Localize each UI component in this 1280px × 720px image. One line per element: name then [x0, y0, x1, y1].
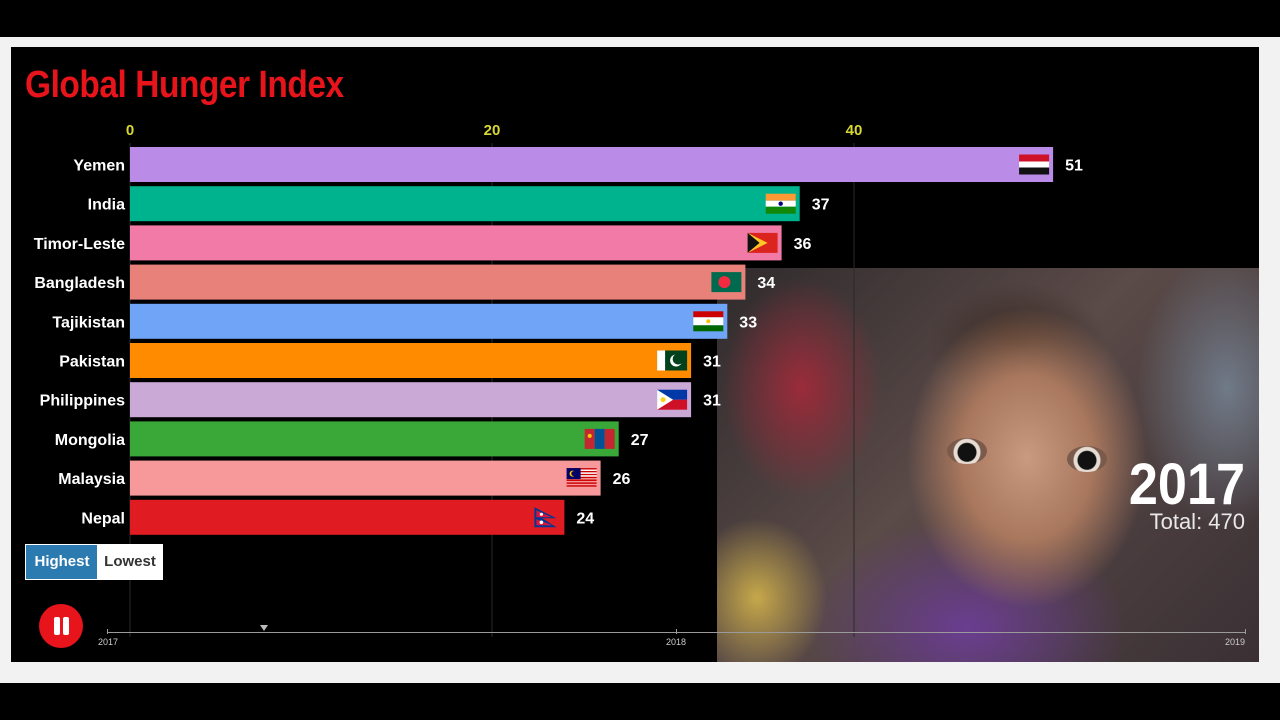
bar-malaysia [130, 460, 601, 496]
category-label: Yemen [73, 158, 125, 175]
timeline-label-end: 2019 [1225, 637, 1246, 647]
bar-nepal [130, 499, 565, 535]
bangladesh-flag-icon [711, 272, 742, 293]
photo-eye-right [1067, 446, 1107, 472]
bar-philippines [130, 382, 692, 418]
photo-eye-left [947, 438, 987, 464]
yemen-flag-icon [1019, 154, 1050, 175]
pause-icon-bar [63, 617, 69, 635]
category-label: Timor-Leste [34, 236, 125, 253]
bar-chart: 0 20 40 Yemen 51 India 37 Timor-Leste 36 Banglade… [34, 122, 1083, 637]
value-label: 26 [613, 471, 631, 488]
tajikistan-flag-icon [693, 311, 724, 332]
timor-leste-flag-icon [747, 232, 778, 253]
pakistan-flag-icon [657, 350, 688, 371]
category-label: Tajikistan [52, 314, 125, 331]
bar-timor-leste [130, 225, 782, 261]
malaysia-flag-icon [566, 468, 597, 487]
x-tick-label: 40 [846, 122, 863, 139]
pause-button[interactable] [39, 604, 83, 648]
value-label: 24 [576, 510, 594, 527]
x-tick-label: 0 [126, 122, 134, 139]
mongolia-flag-icon [584, 428, 615, 449]
category-label: Malaysia [58, 471, 125, 488]
india-flag-icon [765, 193, 796, 214]
bar-yemen [130, 147, 1054, 182]
category-label: Pakistan [59, 354, 125, 371]
child-photo [717, 268, 1259, 662]
timeline-label-mid: 2018 [666, 637, 687, 647]
total-label: Total: 470 [1149, 509, 1245, 534]
year-label: 2017 [1128, 452, 1245, 517]
philippines-flag-icon [657, 389, 688, 410]
bar-india [130, 186, 800, 222]
timeline-label-start: 2017 [98, 637, 119, 647]
value-label: 31 [703, 354, 721, 371]
lowest-button[interactable]: Lowest [97, 544, 163, 580]
value-label: 34 [757, 275, 775, 292]
chart-title: Global Hunger Index [25, 64, 344, 106]
category-label: Nepal [81, 510, 125, 527]
highest-button[interactable]: Highest [25, 544, 98, 580]
timeline-tick [107, 629, 108, 634]
timeline-marker[interactable] [260, 625, 268, 631]
category-label: Philippines [40, 393, 125, 410]
chart-stage: Global Hunger Index 0 20 40 Yemen 51 India 37 T… [11, 47, 1259, 662]
category-label: Bangladesh [34, 275, 125, 292]
pause-icon [54, 617, 60, 635]
bar-pakistan [130, 343, 692, 378]
x-tick-label: 20 [484, 122, 501, 139]
bar-bangladesh [130, 264, 746, 300]
category-label: India [88, 197, 125, 214]
value-label: 27 [631, 432, 649, 449]
category-label: Mongolia [55, 432, 125, 449]
value-label: 51 [1065, 158, 1083, 175]
value-label: 37 [812, 197, 830, 214]
nepal-flag-icon [534, 507, 557, 528]
timeline-tick [676, 629, 677, 634]
value-label: 31 [703, 393, 721, 410]
bar-tajikistan [130, 303, 728, 339]
value-label: 36 [794, 236, 812, 253]
bar-mongolia [130, 421, 619, 457]
timeline-tick [1245, 629, 1246, 634]
value-label: 33 [739, 314, 757, 331]
